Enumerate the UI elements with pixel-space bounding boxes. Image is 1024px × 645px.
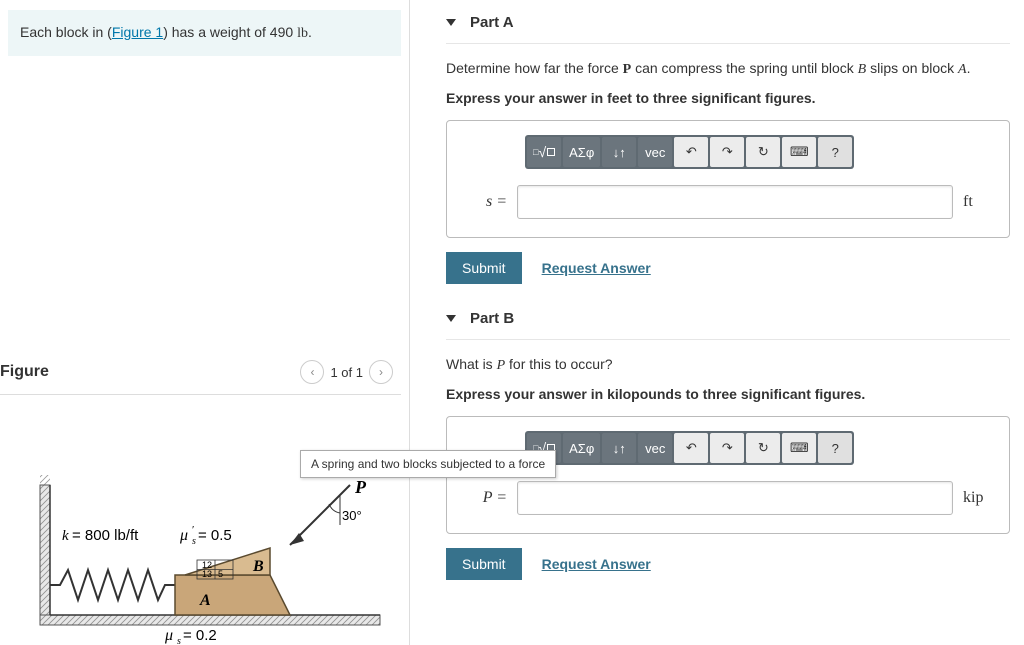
part-a-header[interactable]: Part A [446,8,1010,44]
mu-top-sub: s [192,536,196,547]
vec-button[interactable]: vec [638,137,672,167]
intro-end: . [308,24,312,40]
part-b-var-label: P = [471,489,507,507]
spring-k-label: k [62,528,69,544]
reset-button[interactable]: ↻ [746,137,780,167]
part-b-prompt: What is P for this to occur? [446,354,1010,376]
figure-link[interactable]: Figure 1 [112,24,163,40]
part-b-title: Part B [470,310,514,327]
figure-panel: Figure ‹ 1 of 1 › [0,360,401,645]
part-a-answer-row: s = ft [471,185,993,219]
figure-prev-button[interactable]: ‹ [300,360,324,384]
angle-label: 30° [342,508,362,523]
part-b-unit: kip [963,489,993,507]
part-b-header[interactable]: Part B [446,304,1010,340]
intro-unit: lb [297,26,308,41]
force-p-label: P [354,477,367,497]
figure-pager: ‹ 1 of 1 › [300,360,393,384]
equation-toolbar-a: □√ ΑΣφ ↓↑ vec ↶ ↷ ↻ ⌨ ? [525,135,854,169]
figure-header: Figure ‹ 1 of 1 › [0,360,401,395]
part-b-answer-row: P = kip [471,481,993,515]
svg-text:k: k [62,528,69,544]
undo-button[interactable]: ↶ [674,433,708,463]
mu-bot-val: = 0.2 [183,627,217,644]
figure-tooltip: A spring and two blocks subjected to a f… [300,450,556,478]
greek-button[interactable]: ΑΣφ [563,137,600,167]
part-a-answer-box: □√ ΑΣφ ↓↑ vec ↶ ↷ ↻ ⌨ ? s = ft [446,120,1010,238]
part-a-input[interactable] [517,185,953,219]
figure-page-indicator: 1 of 1 [330,365,363,380]
figure-next-button[interactable]: › [369,360,393,384]
figure-title: Figure [0,363,49,381]
ratio-13: 13 [202,569,212,579]
spring-k-value: = 800 lb/ft [72,527,139,544]
mu-top-val: = 0.5 [198,527,232,544]
subsup-button[interactable]: ↓↑ [602,433,636,463]
part-a-instruction: Express your answer in feet to three sig… [446,90,1010,106]
part-b-request-link[interactable]: Request Answer [542,556,651,572]
part-a-unit: ft [963,193,993,211]
templates-button[interactable]: □√ [527,137,561,167]
block-b-label: B [252,558,264,575]
reset-button[interactable]: ↻ [746,433,780,463]
part-b: Part B What is P for this to occur? Expr… [446,304,1010,580]
subsup-button[interactable]: ↓↑ [602,137,636,167]
keyboard-button[interactable]: ⌨ [782,433,816,463]
part-a: Part A Determine how far the force P can… [446,8,1010,284]
undo-button[interactable]: ↶ [674,137,708,167]
collapse-icon [446,315,456,322]
collapse-icon [446,19,456,26]
part-a-submit-button[interactable]: Submit [446,252,522,284]
right-column: Part A Determine how far the force P can… [410,0,1024,645]
part-b-submit-row: Submit Request Answer [446,548,1010,580]
help-button[interactable]: ? [818,137,852,167]
mu-top-prime: ′ [192,524,194,536]
part-a-var-label: s = [471,193,507,211]
part-a-prompt: Determine how far the force P can compre… [446,58,1010,80]
problem-intro: Each block in (Figure 1) has a weight of… [8,10,401,56]
greek-button[interactable]: ΑΣφ [563,433,600,463]
keyboard-button[interactable]: ⌨ [782,137,816,167]
mu-bot-symbol: μ [164,627,173,644]
block-a-label: A [199,592,211,609]
vec-button[interactable]: vec [638,433,672,463]
equation-toolbar-b: □√ ΑΣφ ↓↑ vec ↶ ↷ ↻ ⌨ ? [525,431,854,465]
redo-button[interactable]: ↷ [710,137,744,167]
part-b-instruction: Express your answer in kilopounds to thr… [446,386,1010,402]
left-column: Each block in (Figure 1) has a weight of… [0,0,410,645]
intro-text-2: ) has a weight of 490 [163,24,297,40]
redo-button[interactable]: ↷ [710,433,744,463]
part-a-title: Part A [470,14,514,31]
part-b-input[interactable] [517,481,953,515]
part-a-request-link[interactable]: Request Answer [542,260,651,276]
part-b-submit-button[interactable]: Submit [446,548,522,580]
help-button[interactable]: ? [818,433,852,463]
ratio-5: 5 [218,569,223,579]
figure-body: B A 12 5 13 P 30° [0,395,401,645]
intro-text: Each block in ( [20,24,112,40]
mu-bot-sub: s [177,636,181,645]
part-a-submit-row: Submit Request Answer [446,252,1010,284]
mu-top-symbol: μ [179,527,188,544]
